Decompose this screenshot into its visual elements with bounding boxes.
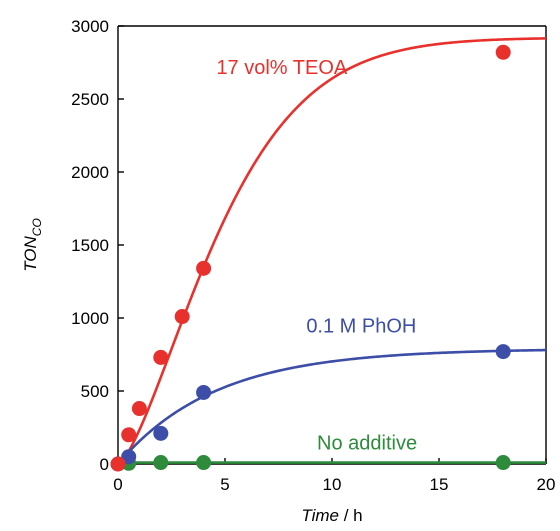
data-point-series-3 [153, 455, 169, 471]
data-point-series-2 [153, 425, 169, 441]
fit-curve-series-2 [117, 348, 547, 465]
y-tick-label: 3000 [71, 17, 109, 36]
series-label: 0.1 M PhOH [306, 316, 416, 338]
x-tick-label: 15 [430, 475, 449, 494]
data-point-series-1 [131, 401, 147, 417]
data-point-series-1 [153, 349, 169, 365]
x-axis-title: Time / h [301, 506, 362, 525]
data-point-series-1 [495, 44, 511, 60]
data-point-series-3 [196, 455, 212, 471]
data-point-series-3 [495, 455, 511, 471]
x-tick-label: 5 [220, 475, 229, 494]
series-labels: 17 vol% TEOA 0.1 M PhOH No additive [216, 57, 417, 454]
data-point-series-2 [121, 449, 137, 465]
y-tick-label: 2500 [71, 90, 109, 109]
data-points [110, 44, 511, 472]
y-tick-label: 1500 [71, 236, 109, 255]
series-label: 17 vol% TEOA [216, 57, 347, 79]
y-tick-label: 500 [81, 382, 109, 401]
data-point-series-1 [196, 260, 212, 276]
data-point-series-2 [196, 384, 212, 400]
plot-area [117, 25, 547, 465]
y-tick-label: 1000 [71, 309, 109, 328]
y-axis-title-quantity: TON [21, 235, 40, 271]
y-tick-label: 0 [100, 455, 109, 474]
x-tick-label: 10 [323, 475, 342, 494]
y-axis-title-subscript: CO [30, 218, 44, 236]
data-point-series-1 [110, 456, 126, 472]
fit-curves [117, 37, 547, 466]
fit-curve-series-1 [117, 37, 547, 466]
x-axis-ticks: 0 5 10 15 20 [113, 458, 555, 494]
data-point-series-1 [174, 309, 190, 325]
x-axis-title-quantity: Time [301, 506, 339, 525]
x-tick-label: 20 [537, 475, 556, 494]
data-point-series-1 [121, 427, 137, 443]
x-axis-title-unit: / h [339, 506, 363, 525]
y-axis-ticks: 0 500 1000 1500 2000 2500 3000 [71, 17, 124, 474]
data-point-series-2 [495, 344, 511, 360]
series-label: No additive [317, 432, 417, 454]
y-tick-label: 2000 [71, 163, 109, 182]
y-axis-title: TONCO [21, 218, 44, 272]
x-tick-label: 0 [113, 475, 122, 494]
